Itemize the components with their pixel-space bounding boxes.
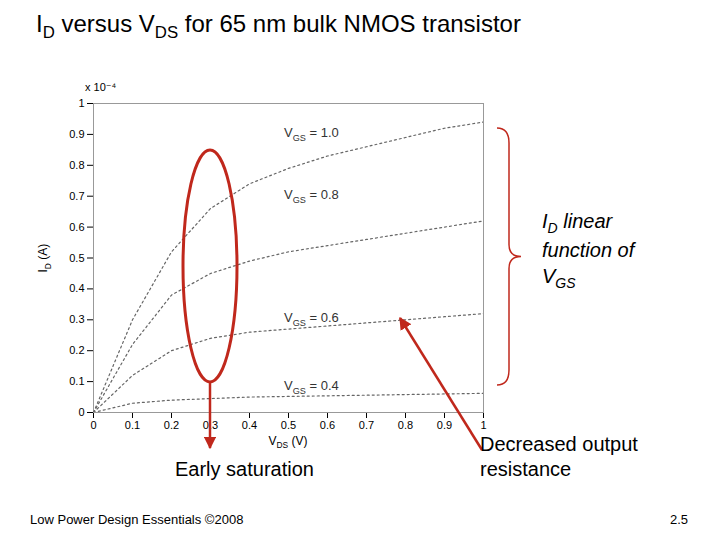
html-text:Decreased output resistance: Decreased output resistance — [480, 433, 638, 480]
html-text:(A): (A) — [36, 243, 51, 263]
svg-text:0.9: 0.9 — [437, 419, 452, 431]
html-text:Low Power Design Essentials ©2: Low Power Design Essentials ©2008 — [30, 512, 244, 527]
html-text:VDS(V): VDS(V) — [268, 434, 308, 451]
svg-text:0.6: 0.6 — [320, 419, 335, 431]
svg-text:0.9: 0.9 — [69, 128, 84, 140]
svg-text:0.5: 0.5 — [281, 419, 296, 431]
svg-text:0.2: 0.2 — [69, 344, 84, 356]
svg-text:0.3: 0.3 — [203, 419, 218, 431]
html-text:x 10⁻⁴: x 10⁻⁴ — [85, 81, 117, 93]
svg-text:1: 1 — [78, 97, 84, 109]
svg-text:0.8: 0.8 — [69, 159, 84, 171]
svg-text:0: 0 — [90, 419, 96, 431]
svg-text:0.4: 0.4 — [69, 282, 84, 294]
svg-text:0.8: 0.8 — [398, 419, 413, 431]
html-text:VGS= 1.0: VGS= 1.0 — [284, 124, 339, 143]
svg-text:0.2: 0.2 — [164, 419, 179, 431]
html-text:VGS= 0.4: VGS= 0.4 — [284, 378, 339, 396]
svg-text:0.1: 0.1 — [69, 375, 84, 387]
html-text:Early saturation: Early saturation — [175, 458, 314, 480]
html-text:IDlinear function of VGS: IDlinear function of VGS — [542, 210, 635, 292]
html-text:D: D — [42, 262, 53, 269]
svg-text:1: 1 — [480, 419, 486, 431]
svg-text:0.5: 0.5 — [69, 252, 84, 264]
svg-text:0.1: 0.1 — [125, 419, 140, 431]
svg-text:0.4: 0.4 — [242, 419, 257, 431]
html-text:2.5: 2.5 — [670, 512, 689, 527]
svg-text:0.6: 0.6 — [69, 221, 84, 233]
html-text:I: I — [36, 268, 51, 273]
html-text:VGS= 0.8: VGS= 0.8 — [284, 186, 339, 205]
html-text:VGS= 0.6: VGS= 0.6 — [284, 310, 339, 328]
svg-text:0.7: 0.7 — [359, 419, 374, 431]
svg-text:0.3: 0.3 — [69, 313, 84, 325]
svg-text:0: 0 — [78, 406, 84, 418]
html-text:IDversus VDSfor 65 nm bulk NMO: IDversus VDSfor 65 nm bulk NMOS transist… — [36, 10, 521, 42]
svg-text:0.7: 0.7 — [69, 190, 84, 202]
